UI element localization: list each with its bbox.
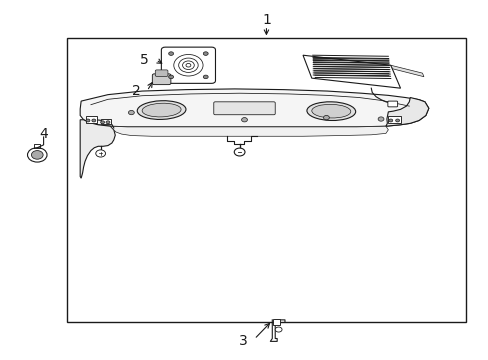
- FancyBboxPatch shape: [387, 101, 397, 107]
- Circle shape: [96, 150, 105, 157]
- Bar: [66, 39, 466, 321]
- Circle shape: [86, 119, 90, 122]
- Bar: [272, 319, 279, 325]
- Ellipse shape: [137, 101, 185, 120]
- Polygon shape: [80, 89, 428, 127]
- Circle shape: [203, 75, 208, 79]
- FancyBboxPatch shape: [152, 74, 170, 85]
- Polygon shape: [303, 55, 400, 88]
- Circle shape: [377, 117, 383, 121]
- Polygon shape: [385, 98, 428, 126]
- Ellipse shape: [306, 102, 355, 121]
- Circle shape: [234, 148, 244, 156]
- Circle shape: [101, 121, 104, 124]
- Circle shape: [92, 119, 96, 122]
- Polygon shape: [390, 65, 423, 77]
- FancyBboxPatch shape: [213, 102, 275, 115]
- Circle shape: [323, 116, 329, 120]
- Text: 5: 5: [140, 53, 149, 67]
- Text: 2: 2: [132, 84, 141, 98]
- Polygon shape: [80, 120, 115, 178]
- FancyBboxPatch shape: [155, 70, 167, 76]
- Circle shape: [168, 75, 173, 79]
- Circle shape: [31, 150, 43, 159]
- Text: 4: 4: [39, 127, 48, 141]
- Text: 3: 3: [239, 334, 247, 348]
- Circle shape: [128, 111, 134, 115]
- FancyBboxPatch shape: [161, 47, 215, 84]
- Circle shape: [106, 121, 110, 124]
- Circle shape: [27, 148, 47, 162]
- Polygon shape: [110, 126, 387, 136]
- Circle shape: [395, 119, 399, 122]
- Circle shape: [388, 119, 392, 122]
- Ellipse shape: [142, 103, 181, 117]
- Bar: [101, 119, 111, 125]
- Text: 1: 1: [262, 13, 270, 27]
- Circle shape: [203, 52, 208, 55]
- Bar: [387, 116, 400, 123]
- Ellipse shape: [311, 104, 350, 118]
- Circle shape: [275, 327, 282, 332]
- Bar: [86, 116, 97, 123]
- Circle shape: [241, 118, 247, 122]
- Circle shape: [168, 52, 173, 55]
